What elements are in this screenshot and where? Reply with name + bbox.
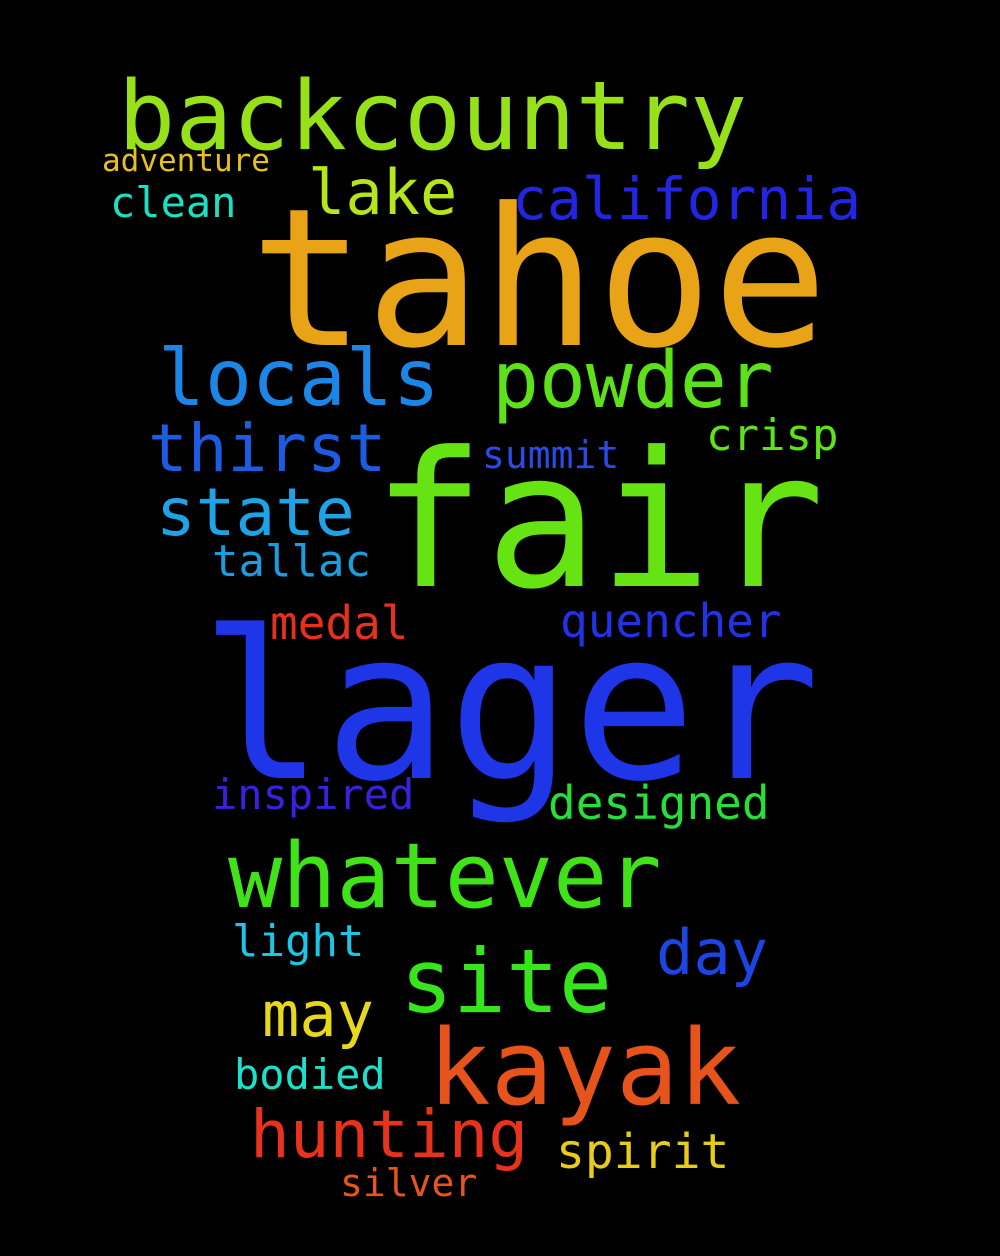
word-california: california xyxy=(512,165,862,233)
word-spirit: spirit xyxy=(556,1124,730,1180)
word-day: day xyxy=(656,916,768,989)
word-summit: summit xyxy=(482,433,620,477)
word-may: may xyxy=(262,978,374,1051)
word-quencher: quencher xyxy=(560,594,782,648)
word-adventure: adventure xyxy=(102,143,270,179)
word-designed: designed xyxy=(548,776,770,830)
word-site: site xyxy=(400,930,612,1033)
word-kayak: kayak xyxy=(428,1007,742,1129)
word-locals: locals xyxy=(158,334,440,424)
word-lake: lake xyxy=(308,156,458,229)
word-backcountry: backcountry xyxy=(118,62,748,172)
word-crisp: crisp xyxy=(706,410,839,461)
word-powder: powder xyxy=(492,336,774,426)
word-lager: lager xyxy=(200,587,821,827)
word-whatever: whatever xyxy=(228,824,662,929)
word-tallac: tallac xyxy=(212,536,371,587)
word-silver: silver xyxy=(340,1161,478,1205)
word-inspired: inspired xyxy=(212,770,415,819)
word-hunting: hunting xyxy=(250,1096,529,1173)
word-bodied: bodied xyxy=(234,1050,386,1099)
word-tahoe: tahoe xyxy=(250,168,828,391)
word-fair: fair xyxy=(372,412,825,631)
word-light: light xyxy=(232,916,365,967)
word-state: state xyxy=(156,474,355,551)
word-clean: clean xyxy=(110,178,237,227)
word-thirst: thirst xyxy=(148,410,387,487)
word-medal: medal xyxy=(270,596,409,650)
